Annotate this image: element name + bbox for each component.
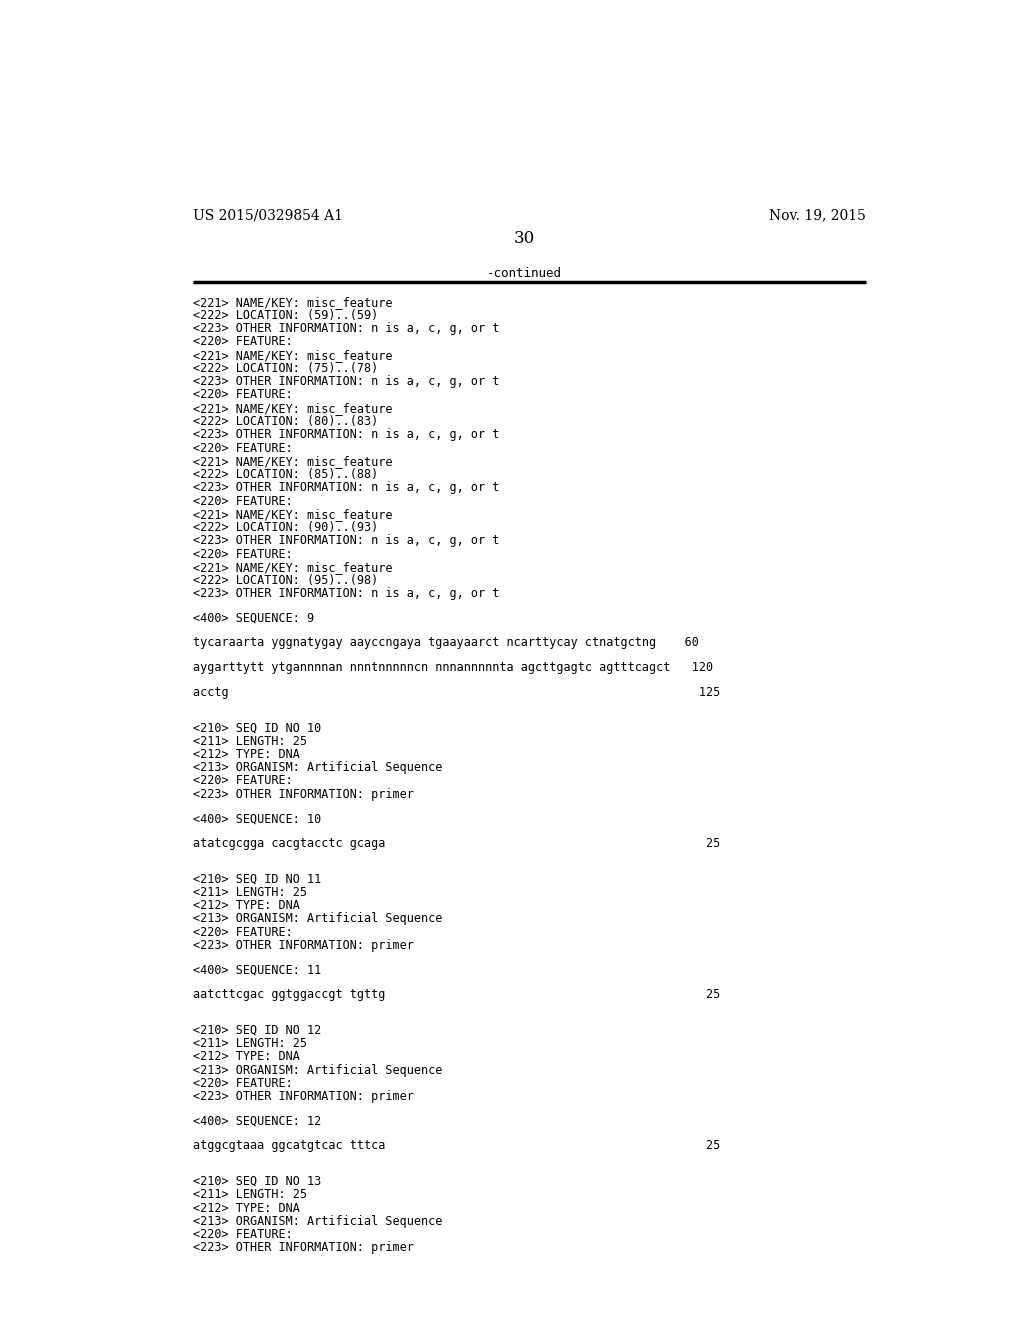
Text: <223> OTHER INFORMATION: primer: <223> OTHER INFORMATION: primer [194,1090,414,1104]
Text: <223> OTHER INFORMATION: primer: <223> OTHER INFORMATION: primer [194,939,414,952]
Text: <220> FEATURE:: <220> FEATURE: [194,1228,293,1241]
Text: <213> ORGANISM: Artificial Sequence: <213> ORGANISM: Artificial Sequence [194,912,442,925]
Text: <210> SEQ ID NO 11: <210> SEQ ID NO 11 [194,873,322,886]
Text: <222> LOCATION: (85)..(88): <222> LOCATION: (85)..(88) [194,469,378,480]
Text: <400> SEQUENCE: 10: <400> SEQUENCE: 10 [194,812,322,825]
Text: <211> LENGTH: 25: <211> LENGTH: 25 [194,1038,307,1051]
Text: aatcttcgac ggtggaccgt tgttg                                             25: aatcttcgac ggtggaccgt tgttg 25 [194,987,720,1001]
Text: <213> ORGANISM: Artificial Sequence: <213> ORGANISM: Artificial Sequence [194,762,442,775]
Text: -continued: -continued [487,267,562,280]
Text: tycaraarta yggnatygay aayccngaya tgaayaarct ncarttycay ctnatgctng    60: tycaraarta yggnatygay aayccngaya tgaayaa… [194,636,699,649]
Text: <400> SEQUENCE: 11: <400> SEQUENCE: 11 [194,964,322,977]
Text: atatcgcgga cacgtacctc gcaga                                             25: atatcgcgga cacgtacctc gcaga 25 [194,837,720,850]
Text: aygarttytt ytgannnnan nnntnnnnncn nnnannnnnta agcttgagtc agtttcagct   120: aygarttytt ytgannnnan nnntnnnnncn nnnann… [194,661,713,675]
Text: <221> NAME/KEY: misc_feature: <221> NAME/KEY: misc_feature [194,561,392,574]
Text: <221> NAME/KEY: misc_feature: <221> NAME/KEY: misc_feature [194,296,392,309]
Text: <211> LENGTH: 25: <211> LENGTH: 25 [194,1188,307,1201]
Text: <210> SEQ ID NO 12: <210> SEQ ID NO 12 [194,1024,322,1036]
Text: <220> FEATURE:: <220> FEATURE: [194,441,293,454]
Text: 30: 30 [514,230,536,247]
Text: <222> LOCATION: (59)..(59): <222> LOCATION: (59)..(59) [194,309,378,322]
Text: <212> TYPE: DNA: <212> TYPE: DNA [194,899,300,912]
Text: <221> NAME/KEY: misc_feature: <221> NAME/KEY: misc_feature [194,401,392,414]
Text: <223> OTHER INFORMATION: n is a, c, g, or t: <223> OTHER INFORMATION: n is a, c, g, o… [194,428,500,441]
Text: atggcgtaaa ggcatgtcac tttca                                             25: atggcgtaaa ggcatgtcac tttca 25 [194,1139,720,1152]
Text: <212> TYPE: DNA: <212> TYPE: DNA [194,1051,300,1064]
Text: <212> TYPE: DNA: <212> TYPE: DNA [194,748,300,760]
Text: <210> SEQ ID NO 10: <210> SEQ ID NO 10 [194,722,322,734]
Text: <223> OTHER INFORMATION: n is a, c, g, or t: <223> OTHER INFORMATION: n is a, c, g, o… [194,482,500,494]
Text: <210> SEQ ID NO 13: <210> SEQ ID NO 13 [194,1175,322,1188]
Text: <211> LENGTH: 25: <211> LENGTH: 25 [194,735,307,747]
Text: <223> OTHER INFORMATION: n is a, c, g, or t: <223> OTHER INFORMATION: n is a, c, g, o… [194,375,500,388]
Text: <211> LENGTH: 25: <211> LENGTH: 25 [194,886,307,899]
Text: <220> FEATURE:: <220> FEATURE: [194,548,293,561]
Text: <222> LOCATION: (90)..(93): <222> LOCATION: (90)..(93) [194,521,378,535]
Text: <221> NAME/KEY: misc_feature: <221> NAME/KEY: misc_feature [194,348,392,362]
Text: <213> ORGANISM: Artificial Sequence: <213> ORGANISM: Artificial Sequence [194,1064,442,1077]
Text: <220> FEATURE:: <220> FEATURE: [194,495,293,508]
Text: <221> NAME/KEY: misc_feature: <221> NAME/KEY: misc_feature [194,455,392,467]
Text: <222> LOCATION: (75)..(78): <222> LOCATION: (75)..(78) [194,362,378,375]
Text: <222> LOCATION: (80)..(83): <222> LOCATION: (80)..(83) [194,414,378,428]
Text: acctg                                                                  125: acctg 125 [194,685,720,698]
Text: <220> FEATURE:: <220> FEATURE: [194,775,293,788]
Text: <223> OTHER INFORMATION: primer: <223> OTHER INFORMATION: primer [194,788,414,801]
Text: <220> FEATURE:: <220> FEATURE: [194,1077,293,1090]
Text: <221> NAME/KEY: misc_feature: <221> NAME/KEY: misc_feature [194,508,392,521]
Text: Nov. 19, 2015: Nov. 19, 2015 [769,209,866,222]
Text: <213> ORGANISM: Artificial Sequence: <213> ORGANISM: Artificial Sequence [194,1214,442,1228]
Text: <400> SEQUENCE: 12: <400> SEQUENCE: 12 [194,1114,322,1127]
Text: <223> OTHER INFORMATION: primer: <223> OTHER INFORMATION: primer [194,1241,414,1254]
Text: <222> LOCATION: (95)..(98): <222> LOCATION: (95)..(98) [194,574,378,587]
Text: <223> OTHER INFORMATION: n is a, c, g, or t: <223> OTHER INFORMATION: n is a, c, g, o… [194,535,500,548]
Text: <212> TYPE: DNA: <212> TYPE: DNA [194,1201,300,1214]
Text: <400> SEQUENCE: 9: <400> SEQUENCE: 9 [194,612,314,624]
Text: <220> FEATURE:: <220> FEATURE: [194,388,293,401]
Text: <223> OTHER INFORMATION: n is a, c, g, or t: <223> OTHER INFORMATION: n is a, c, g, o… [194,587,500,601]
Text: <220> FEATURE:: <220> FEATURE: [194,335,293,348]
Text: <220> FEATURE:: <220> FEATURE: [194,925,293,939]
Text: US 2015/0329854 A1: US 2015/0329854 A1 [194,209,343,222]
Text: <223> OTHER INFORMATION: n is a, c, g, or t: <223> OTHER INFORMATION: n is a, c, g, o… [194,322,500,335]
